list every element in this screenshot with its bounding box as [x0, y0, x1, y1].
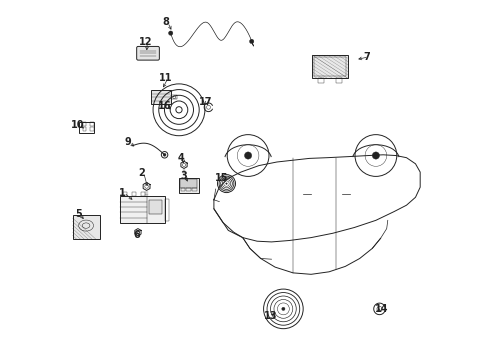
Text: 5: 5: [75, 209, 81, 219]
Bar: [131, 192, 136, 196]
Bar: [82, 127, 86, 131]
Circle shape: [168, 31, 172, 35]
Circle shape: [281, 307, 285, 310]
Text: 8: 8: [162, 17, 169, 27]
Text: 7: 7: [363, 52, 369, 62]
Bar: [150, 90, 171, 104]
Bar: [314, 57, 346, 76]
Text: 14: 14: [374, 304, 387, 314]
Bar: [171, 95, 177, 99]
Bar: [179, 178, 199, 193]
Bar: [90, 122, 94, 126]
Bar: [180, 179, 197, 188]
Bar: [186, 188, 191, 191]
Circle shape: [225, 183, 227, 184]
Bar: [165, 199, 168, 220]
FancyBboxPatch shape: [137, 46, 159, 60]
Text: 13: 13: [263, 311, 277, 321]
Circle shape: [163, 153, 166, 156]
Text: 12: 12: [139, 37, 152, 48]
Text: 2: 2: [138, 168, 145, 178]
Text: 3: 3: [180, 171, 186, 181]
Text: 10: 10: [71, 120, 85, 130]
Bar: [120, 196, 165, 223]
Bar: [181, 188, 185, 191]
Bar: [90, 127, 94, 131]
Bar: [148, 200, 162, 214]
Circle shape: [371, 152, 379, 159]
Circle shape: [249, 39, 253, 44]
Bar: [311, 55, 347, 78]
Bar: [122, 192, 127, 196]
Text: 6: 6: [133, 230, 140, 240]
Text: 11: 11: [159, 73, 172, 84]
Bar: [318, 78, 324, 83]
Bar: [192, 188, 196, 191]
Text: 1: 1: [119, 188, 125, 198]
Text: 9: 9: [124, 137, 131, 147]
Text: 15: 15: [215, 173, 228, 183]
Bar: [336, 78, 342, 83]
Bar: [141, 192, 144, 196]
Bar: [82, 122, 86, 126]
Text: 17: 17: [199, 96, 212, 107]
Bar: [79, 122, 94, 133]
Bar: [72, 215, 100, 239]
Text: 4: 4: [178, 153, 184, 163]
Circle shape: [244, 152, 251, 159]
Text: 16: 16: [158, 101, 171, 111]
